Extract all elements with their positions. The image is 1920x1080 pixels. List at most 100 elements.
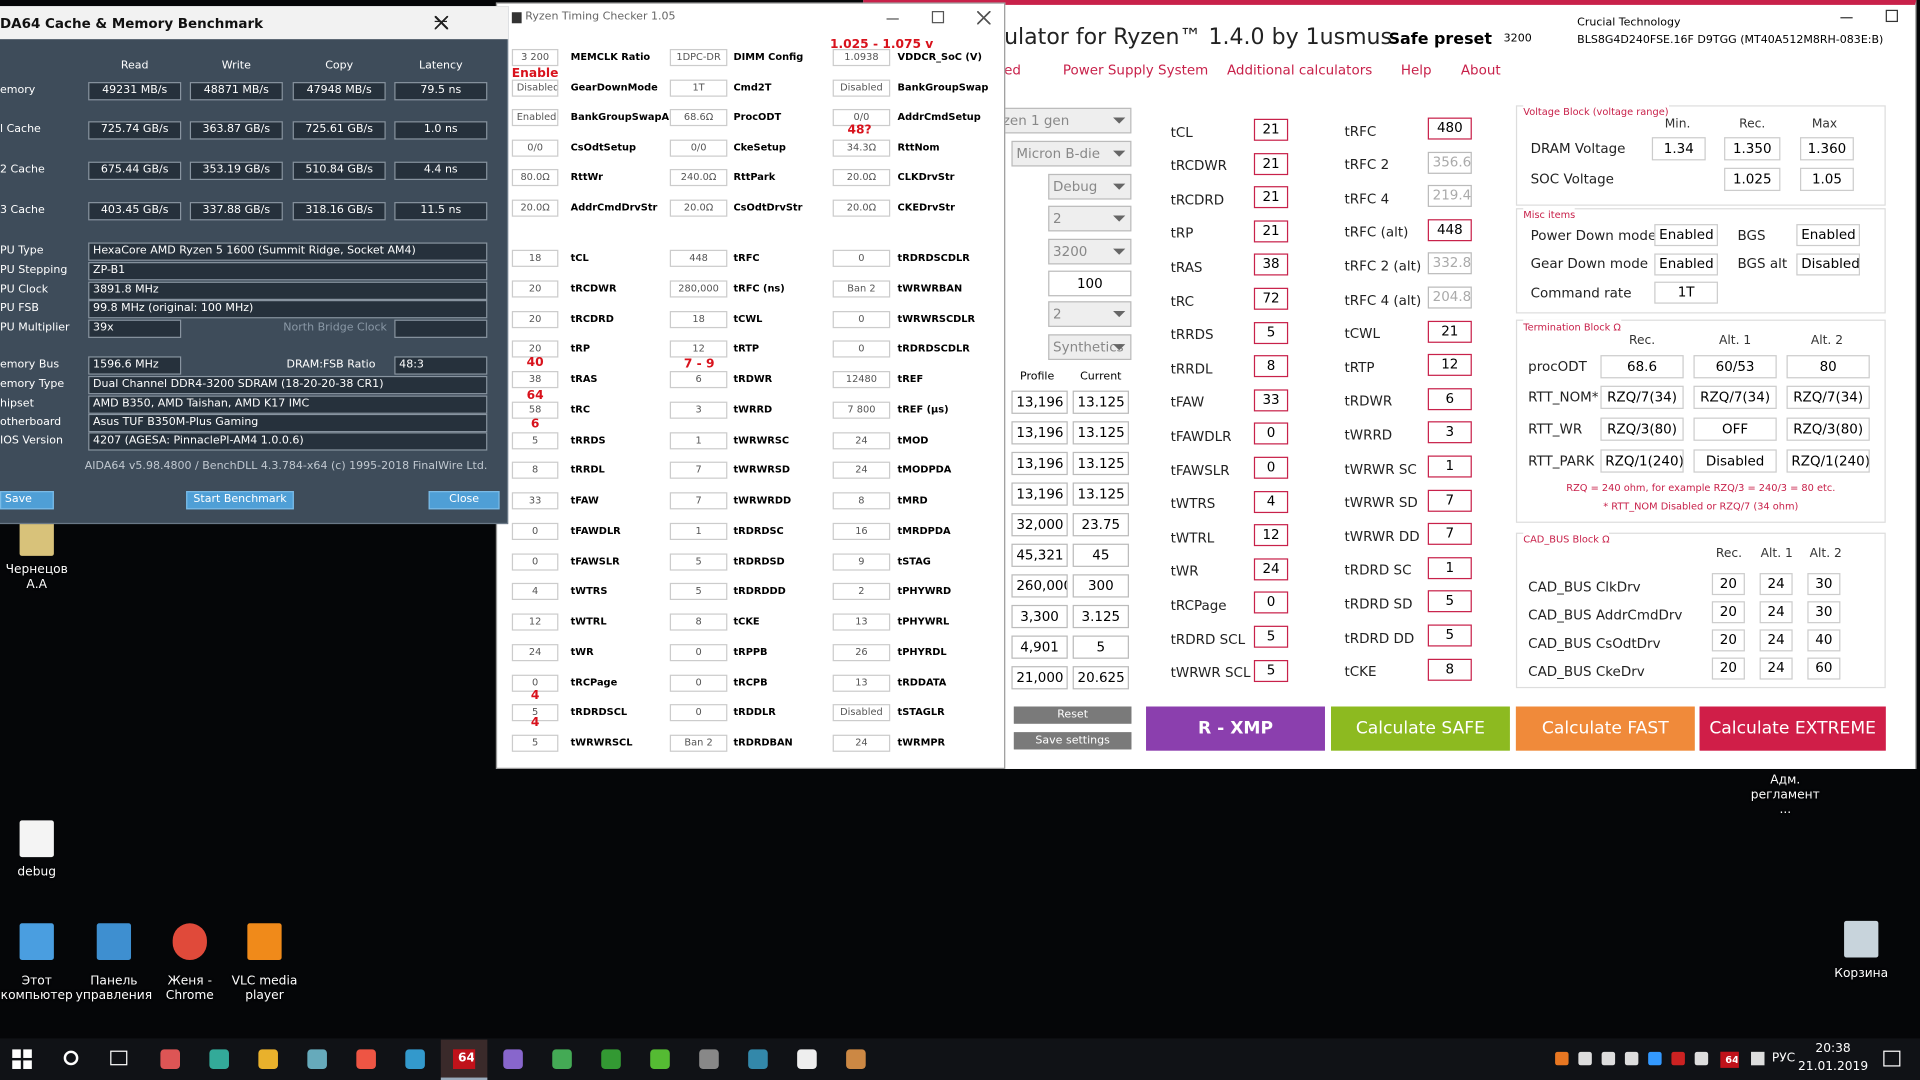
timing-value[interactable]: 4: [1253, 490, 1289, 513]
timing-value[interactable]: 5: [1427, 590, 1472, 613]
timing-value[interactable]: 38: [1253, 253, 1289, 276]
timing-value[interactable]: 356.6: [1427, 151, 1472, 174]
timing-value[interactable]: 332.8: [1427, 252, 1472, 275]
calc-dropdown[interactable]: Debug: [1048, 173, 1132, 199]
task-view-button[interactable]: [110, 1050, 128, 1066]
taskbar-app[interactable]: [650, 1049, 670, 1069]
timing-value[interactable]: 12: [1253, 524, 1289, 547]
calc-dropdown[interactable]: zen 1 gen: [997, 107, 1132, 133]
save-settings-button[interactable]: Save settings: [1013, 732, 1132, 750]
tray-icon[interactable]: [1555, 1051, 1569, 1066]
reset-button[interactable]: Reset: [1013, 706, 1132, 724]
window-max-button[interactable]: [1885, 9, 1898, 23]
taskbar-app[interactable]: [307, 1049, 327, 1069]
timing-value[interactable]: 12: [1427, 354, 1472, 377]
taskbar-app[interactable]: [503, 1049, 523, 1069]
calc-menu-item[interactable]: Power Supply System: [1062, 61, 1209, 78]
timing-value[interactable]: 204.8: [1427, 286, 1472, 309]
timing-value[interactable]: 21: [1253, 220, 1289, 243]
timing-value[interactable]: 219.4: [1427, 185, 1472, 208]
calc-input[interactable]: 100: [1048, 270, 1132, 296]
aida64-button[interactable]: Start Benchmark: [186, 490, 294, 509]
desktop-icon[interactable]: [19, 519, 54, 556]
timing-value[interactable]: 3: [1427, 421, 1472, 444]
action-button[interactable]: Calculate FAST: [1515, 706, 1695, 751]
start-button[interactable]: [12, 1049, 32, 1069]
notification-button[interactable]: [1883, 1050, 1901, 1067]
clock-time[interactable]: 20:38: [1815, 1042, 1851, 1056]
taskbar-app[interactable]: [846, 1049, 866, 1069]
search-button[interactable]: [63, 1050, 79, 1066]
timing-value[interactable]: 21: [1253, 152, 1289, 175]
taskbar-app[interactable]: [699, 1049, 719, 1069]
timing-value[interactable]: 448: [1427, 218, 1472, 241]
calc-menu-item[interactable]: Additional calculators: [1226, 61, 1373, 78]
timing-value[interactable]: 7: [1427, 489, 1472, 512]
taskbar-app[interactable]: [405, 1049, 425, 1069]
calc-menu-item[interactable]: Help: [1400, 61, 1432, 78]
clock-date[interactable]: 21.01.2019: [1798, 1060, 1869, 1074]
action-button[interactable]: Calculate EXTREME: [1699, 706, 1886, 751]
window-min-button[interactable]: [434, 13, 447, 23]
calc-dropdown[interactable]: 3200: [1048, 238, 1132, 264]
timing-value[interactable]: 21: [1253, 186, 1289, 209]
timing-value[interactable]: 480: [1427, 117, 1472, 140]
taskbar-aida-icon[interactable]: 64: [453, 1049, 476, 1069]
calc-menu-item[interactable]: ed: [1004, 61, 1021, 78]
desktop-icon[interactable]: [247, 923, 282, 960]
desktop-icon[interactable]: [96, 923, 132, 960]
tray-icon[interactable]: [1751, 1051, 1765, 1066]
timing-value[interactable]: 5: [1253, 625, 1289, 648]
calc-dropdown[interactable]: Micron B-die: [1011, 140, 1132, 166]
aida64-button[interactable]: Save: [0, 490, 54, 509]
tray-icon[interactable]: [1671, 1051, 1685, 1066]
tray-aida-icon[interactable]: 64: [1720, 1051, 1739, 1068]
timing-value[interactable]: 5: [1427, 624, 1472, 647]
timing-value[interactable]: 72: [1253, 287, 1289, 310]
timing-value[interactable]: 7: [1427, 523, 1472, 546]
window-close-button[interactable]: [977, 11, 991, 25]
taskbar-app[interactable]: [552, 1049, 572, 1069]
window-min-button[interactable]: [1840, 10, 1853, 19]
timing-value[interactable]: 8: [1253, 355, 1289, 378]
taskbar-app[interactable]: [356, 1049, 376, 1069]
tray-icon[interactable]: [1648, 1051, 1662, 1066]
tray-icon[interactable]: [1624, 1051, 1639, 1066]
timing-value[interactable]: 33: [1253, 389, 1289, 412]
timing-value[interactable]: 1: [1427, 556, 1472, 579]
timing-value[interactable]: 0: [1253, 422, 1289, 445]
desktop-icon[interactable]: [19, 923, 54, 960]
window-min-button[interactable]: [886, 11, 899, 20]
desktop-icon[interactable]: [19, 820, 54, 858]
timing-value[interactable]: 1: [1427, 455, 1472, 478]
taskbar-app[interactable]: [160, 1049, 180, 1069]
taskbar-app[interactable]: [748, 1049, 768, 1069]
taskbar-app[interactable]: [797, 1049, 817, 1069]
taskbar-app[interactable]: [258, 1049, 278, 1069]
timing-value[interactable]: 6: [1427, 387, 1472, 410]
taskbar-app[interactable]: [601, 1049, 621, 1069]
desktop-icon[interactable]: [1844, 920, 1879, 958]
timing-value[interactable]: 5: [1253, 659, 1289, 682]
action-button[interactable]: Calculate SAFE: [1331, 706, 1510, 751]
desktop-icon[interactable]: [172, 923, 207, 960]
aida64-button[interactable]: Close: [428, 490, 500, 509]
calc-dropdown[interactable]: 2: [1048, 300, 1132, 327]
timing-value[interactable]: 0: [1253, 456, 1289, 479]
tray-icon[interactable]: [1601, 1051, 1616, 1066]
tray-icon[interactable]: [1578, 1051, 1592, 1066]
window-max-button[interactable]: [931, 11, 945, 24]
calc-dropdown[interactable]: Synthetics: [1048, 333, 1132, 360]
taskbar-app[interactable]: [209, 1049, 229, 1069]
timing-value[interactable]: 24: [1253, 558, 1289, 581]
timing-value[interactable]: 21: [1253, 118, 1289, 141]
timing-value[interactable]: 21: [1427, 320, 1472, 343]
tray-icon[interactable]: [1694, 1051, 1709, 1066]
action-button[interactable]: R - XMP: [1146, 706, 1325, 751]
calc-menu-item[interactable]: About: [1460, 61, 1501, 78]
input-language[interactable]: РУС: [1771, 1051, 1796, 1066]
window-close-button[interactable]: [434, 15, 449, 30]
timing-value[interactable]: 0: [1253, 591, 1289, 614]
timing-value[interactable]: 8: [1427, 658, 1472, 681]
timing-value[interactable]: 5: [1253, 321, 1289, 344]
